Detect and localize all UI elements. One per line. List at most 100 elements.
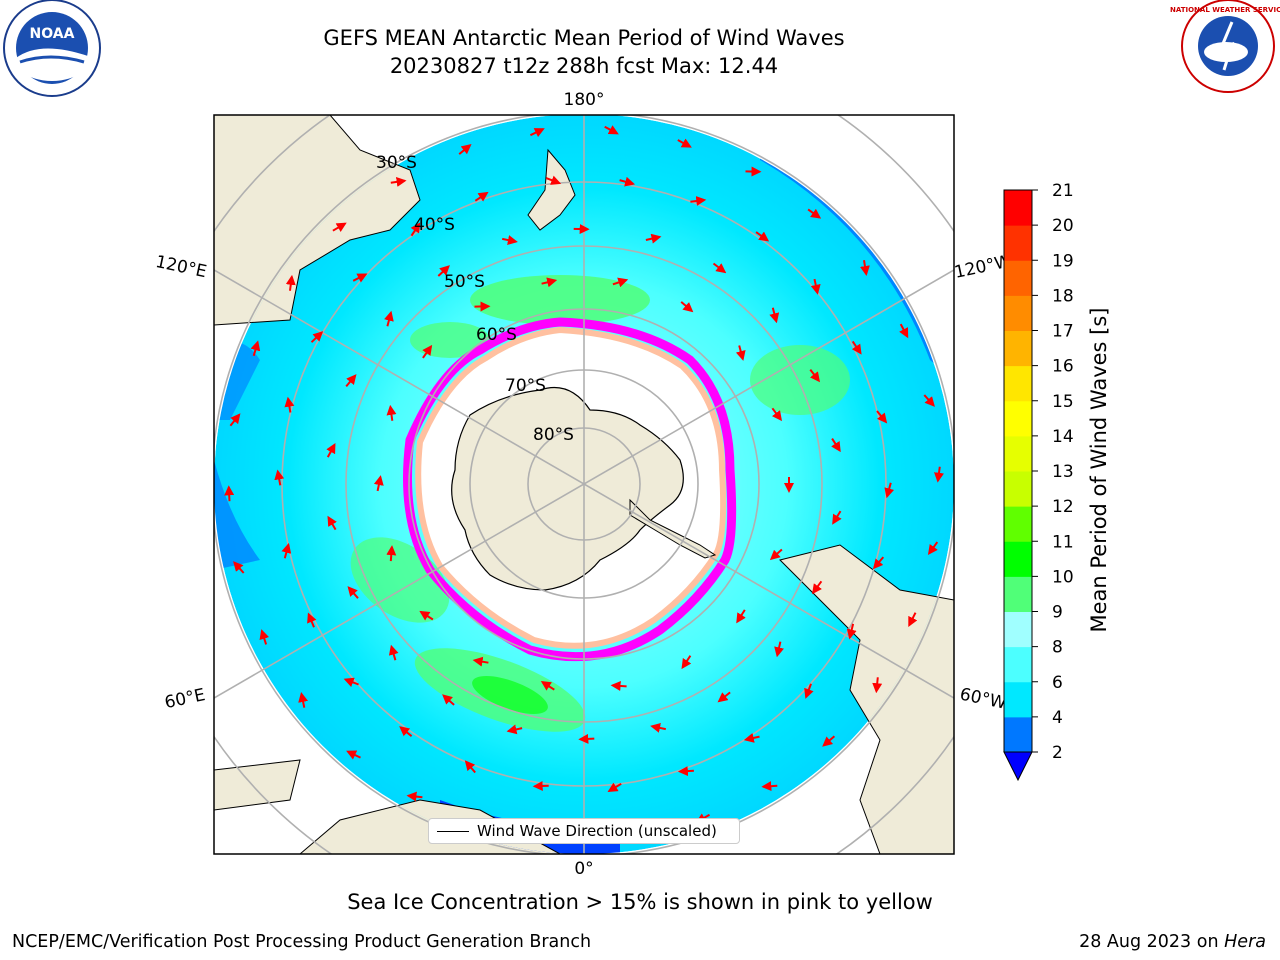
wind-wave-arrow — [681, 655, 692, 670]
wind-wave-arrow — [677, 766, 694, 777]
wind-wave-arrow — [390, 176, 407, 187]
colorbar-tick-label: 15 — [1052, 392, 1074, 412]
wind-wave-arrow — [832, 510, 842, 525]
colorbar-segment — [1004, 506, 1032, 542]
wind-wave-arrow — [769, 548, 783, 561]
colorbar-tick-label: 4 — [1052, 708, 1063, 728]
wind-wave-arrow — [604, 125, 619, 135]
wind-wave-arrow — [610, 680, 627, 691]
colorbar: 2 4 6 8 9 10 11 12 13 14 15 16 17 18 19 20 21 — [1003, 181, 1074, 782]
wind-wave-arrow — [650, 723, 667, 733]
wind-wave-arrow — [298, 692, 309, 708]
colorbar-segment — [1004, 681, 1032, 718]
wind-wave-arrow — [578, 733, 595, 744]
colorbar-tick-label: 9 — [1052, 603, 1063, 623]
wind-wave-arrow — [259, 629, 270, 645]
wind-wave-arrow — [755, 231, 770, 242]
colorbar-tick-label: 21 — [1052, 181, 1074, 201]
colorbar-tick-label: 12 — [1052, 497, 1074, 517]
meridian-label-120e: 120°E — [154, 252, 209, 282]
wind-wave-arrow — [677, 138, 692, 148]
colorbar-extend-arrow — [1003, 751, 1033, 782]
wind-wave-arrow — [250, 340, 261, 357]
colorbar-segment — [1004, 716, 1032, 753]
date-text: 28 Aug 2023 on — [1079, 932, 1219, 952]
credit-line: NCEP/EMC/Verification Post Processing Pr… — [12, 932, 592, 952]
wind-wave-arrow — [619, 176, 636, 187]
wind-wave-arrow — [386, 404, 397, 421]
colorbar-tick-label: 13 — [1052, 462, 1074, 482]
wind-wave-arrow — [274, 469, 285, 486]
wind-wave-arrow — [807, 208, 822, 219]
meridian-label-60w: 60°W — [958, 684, 1008, 713]
colorbar-tick-label: 10 — [1052, 567, 1074, 587]
parallel-label-30s: 30°S — [376, 153, 417, 173]
wind-wave-arrow — [532, 781, 549, 792]
parallel-label-60s: 60°S — [476, 325, 517, 345]
plot-title: GEFS MEAN Antarctic Mean Period of Wind … — [323, 26, 845, 50]
wind-wave-arrow — [474, 191, 489, 202]
meridian-label-60e: 60°E — [163, 685, 207, 713]
map-content — [214, 115, 954, 854]
wind-wave-arrow — [612, 277, 629, 288]
wind-wave-arrow — [545, 175, 562, 185]
wind-wave-arrow — [442, 694, 455, 706]
colorbar-label: Mean Period of Wind Waves [s] — [1087, 308, 1111, 633]
colorbar-tick-label: 11 — [1052, 532, 1074, 552]
colorbar-tick-label: 19 — [1052, 251, 1074, 271]
colorbar-tick-label: 18 — [1052, 286, 1074, 306]
wind-wave-arrow — [285, 274, 296, 291]
colorbar-segment — [1004, 225, 1032, 261]
wind-wave-arrow — [923, 394, 935, 407]
high-period-patch — [750, 345, 850, 415]
high-period-patch — [470, 275, 650, 325]
wind-wave-arrow — [310, 331, 324, 343]
plot-subtitle: 20230827 t12z 288h fcst Max: 12.44 — [389, 54, 779, 78]
wind-wave-arrow — [846, 623, 857, 640]
wind-wave-arrow — [464, 760, 476, 774]
wind-wave-arrow — [810, 278, 821, 295]
parallel-label-40s: 40°S — [414, 215, 455, 235]
wind-wave-arrow — [307, 612, 317, 628]
wind-wave-arrow — [458, 144, 472, 155]
parallel-label-50s: 50°S — [444, 272, 485, 292]
wind-wave-arrow — [419, 610, 434, 621]
wind-wave-arrow — [771, 407, 782, 422]
wind-wave-arrow — [384, 310, 394, 327]
colorbar-tick-label: 16 — [1052, 357, 1074, 377]
wind-wave-arrow — [343, 677, 359, 688]
wind-wave-arrow — [774, 641, 784, 658]
sea-ice-note-text: Sea Ice Concentration > 15% is shown in … — [347, 890, 933, 914]
land-antarctica — [451, 386, 684, 591]
low-period-patch — [214, 460, 260, 570]
map-legend: Wind Wave Direction (unscaled) — [428, 818, 740, 844]
wind-wave-arrow — [645, 233, 662, 244]
wind-wave-arrow — [388, 644, 399, 661]
colorbar-segment — [1004, 190, 1032, 226]
wind-wave-arrow — [233, 561, 245, 574]
colorbar-tick-label: 14 — [1052, 427, 1074, 447]
noaa-logo-text: NOAA — [30, 26, 75, 42]
wind-wave-arrow — [352, 273, 368, 283]
graticule — [214, 115, 954, 854]
machine-name: Hera — [1224, 932, 1266, 952]
parallel-label-80s: 80°S — [533, 425, 574, 445]
colorbar-segment — [1004, 576, 1032, 612]
colorbar-segment — [1004, 541, 1032, 577]
date-stamp: 28 Aug 2023 on Hera — [1079, 932, 1266, 952]
wind-wave-arrow — [761, 781, 778, 792]
colorbar-segment — [1004, 435, 1032, 472]
colorbar-segment — [1004, 471, 1032, 507]
colorbar-tick-label: 2 — [1052, 743, 1063, 763]
noaa-logo: NOAA — [3, 0, 101, 97]
meridian-60e-120w — [214, 269, 954, 699]
legend-label: Wind Wave Direction (unscaled) — [477, 822, 717, 840]
wind-wave-arrow — [809, 368, 821, 383]
wind-wave-arrow — [872, 556, 885, 570]
colorbar-segment — [1004, 400, 1032, 437]
land-madagascar — [214, 759, 301, 811]
parallel-label-70s: 70°S — [505, 376, 546, 396]
wind-wave-arrow — [769, 307, 780, 324]
wind-wave-arrow — [541, 277, 558, 288]
